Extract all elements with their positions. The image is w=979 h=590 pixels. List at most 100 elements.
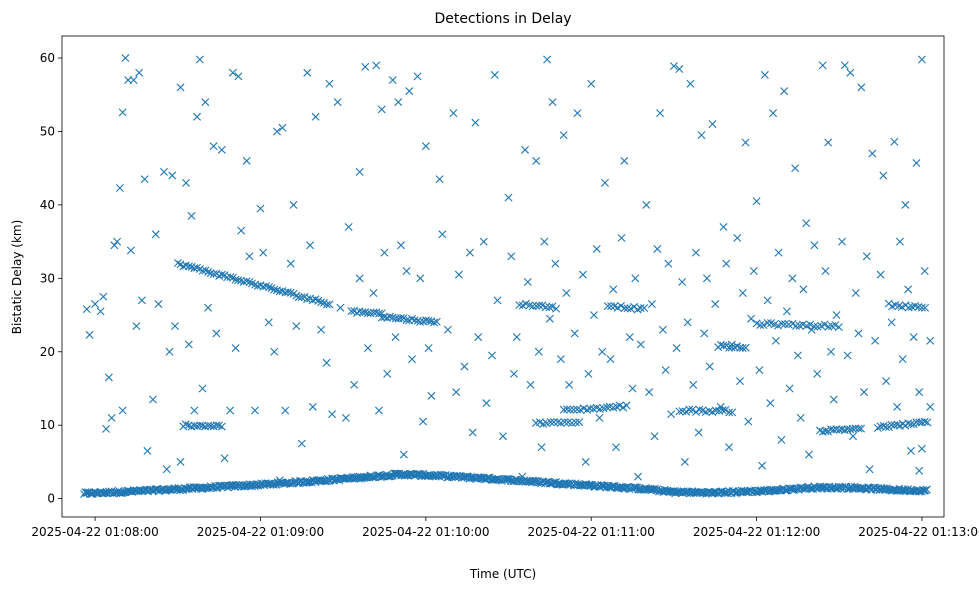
- data-point-183: [304, 478, 313, 487]
- data-point-1208: [926, 402, 935, 411]
- data-point-1173: [782, 307, 791, 316]
- data-point-1197: [882, 377, 891, 386]
- data-point-1194: [865, 465, 874, 474]
- data-point-864: [692, 407, 700, 416]
- data-point-1082: [380, 248, 389, 257]
- data-point-960: [140, 175, 149, 184]
- data-markers: [80, 54, 935, 498]
- data-point-990: [413, 72, 422, 81]
- data-point-882: [832, 425, 841, 434]
- data-point-1036: [102, 424, 111, 433]
- data-point-1171: [774, 248, 783, 257]
- data-point-904: [906, 420, 915, 429]
- data-point-1010: [686, 79, 695, 88]
- data-point-1021: [818, 61, 827, 70]
- data-point-1042: [137, 296, 146, 305]
- data-point-1164: [747, 314, 756, 323]
- data-point-959: [135, 68, 144, 77]
- data-point-1123: [584, 369, 593, 378]
- data-point-931: [560, 418, 569, 427]
- data-point-1081: [374, 406, 383, 415]
- data-point-1167: [758, 461, 767, 470]
- data-point-723: [262, 282, 271, 291]
- data-point-814: [791, 321, 800, 330]
- data-point-863: [688, 405, 697, 414]
- data-point-710: [226, 273, 235, 281]
- data-point-1013: [719, 222, 728, 231]
- data-point-1095: [452, 388, 461, 397]
- data-point-956: [121, 54, 130, 63]
- data-point-1101: [479, 237, 488, 246]
- data-point-1015: [752, 197, 761, 206]
- data-point-1023: [840, 61, 849, 70]
- data-point-985: [372, 61, 381, 70]
- data-point-802: [741, 343, 750, 352]
- data-point-1144: [667, 410, 676, 419]
- data-point-1186: [832, 311, 841, 320]
- data-point-978: [289, 200, 298, 209]
- data-point-1184: [827, 347, 835, 356]
- data-point-1177: [796, 413, 805, 422]
- data-point-1031: [917, 55, 926, 64]
- data-point-1131: [617, 233, 626, 242]
- data-point-878: [821, 427, 830, 436]
- data-point-1115: [545, 314, 554, 323]
- data-point-1107: [510, 369, 519, 378]
- x-tick-label-5: 2025-04-22 01:13:00: [858, 525, 979, 539]
- data-point-794: [719, 341, 728, 350]
- data-point-1053: [204, 303, 213, 312]
- data-point-1005: [620, 156, 629, 165]
- data-point-1064: [275, 476, 284, 485]
- data-point-804: [756, 320, 765, 329]
- data-point-1051: [190, 406, 199, 415]
- data-point-1059: [245, 252, 254, 261]
- data-point-888: [848, 424, 857, 433]
- data-point-734: [292, 291, 301, 300]
- data-point-1195: [871, 336, 880, 345]
- data-point-974: [242, 156, 251, 165]
- data-point-1142: [661, 366, 670, 375]
- data-point-999: [543, 55, 552, 64]
- data-point-1163: [744, 417, 753, 426]
- data-point-973: [234, 72, 243, 81]
- data-point-966: [187, 211, 196, 220]
- data-point-806: [763, 318, 772, 327]
- data-point-833: [904, 303, 913, 312]
- data-point-1030: [912, 159, 921, 168]
- data-point-1204: [909, 333, 918, 342]
- data-point-1044: [148, 395, 157, 404]
- y-tick-label-1: 10: [40, 418, 55, 432]
- data-point-1078: [355, 274, 364, 283]
- data-point-1065: [281, 406, 290, 415]
- data-point-995: [490, 70, 499, 79]
- data-point-1070: [308, 402, 317, 411]
- x-tick-label-1: 2025-04-22 01:09:00: [197, 525, 324, 539]
- data-point-1114: [540, 237, 549, 246]
- data-point-870: [711, 406, 720, 415]
- data-point-1014: [741, 138, 750, 147]
- data-point-1150: [691, 248, 700, 257]
- data-point-1068: [297, 439, 306, 448]
- data-point-1100: [474, 333, 483, 342]
- data-point-1191: [854, 329, 863, 338]
- data-point-1079: [363, 344, 372, 353]
- data-point-1074: [336, 303, 345, 312]
- data-point-838: [921, 303, 930, 312]
- data-point-1187: [838, 237, 847, 246]
- data-point-1077: [350, 380, 359, 389]
- data-point-1113: [537, 443, 546, 452]
- data-point-791: [640, 303, 649, 312]
- data-point-857: [619, 403, 628, 412]
- data-point-987: [388, 76, 397, 85]
- data-point-927: [546, 418, 555, 427]
- data-point-881: [829, 425, 838, 434]
- data-point-961: [151, 230, 160, 239]
- data-point-759: [410, 316, 419, 325]
- data-point-1135: [634, 472, 643, 481]
- data-point-1061: [259, 248, 268, 257]
- data-point-1169: [766, 399, 775, 408]
- data-point-1056: [226, 406, 235, 415]
- data-point-1001: [559, 131, 568, 140]
- data-point-780: [603, 302, 612, 311]
- data-point-852: [602, 403, 611, 412]
